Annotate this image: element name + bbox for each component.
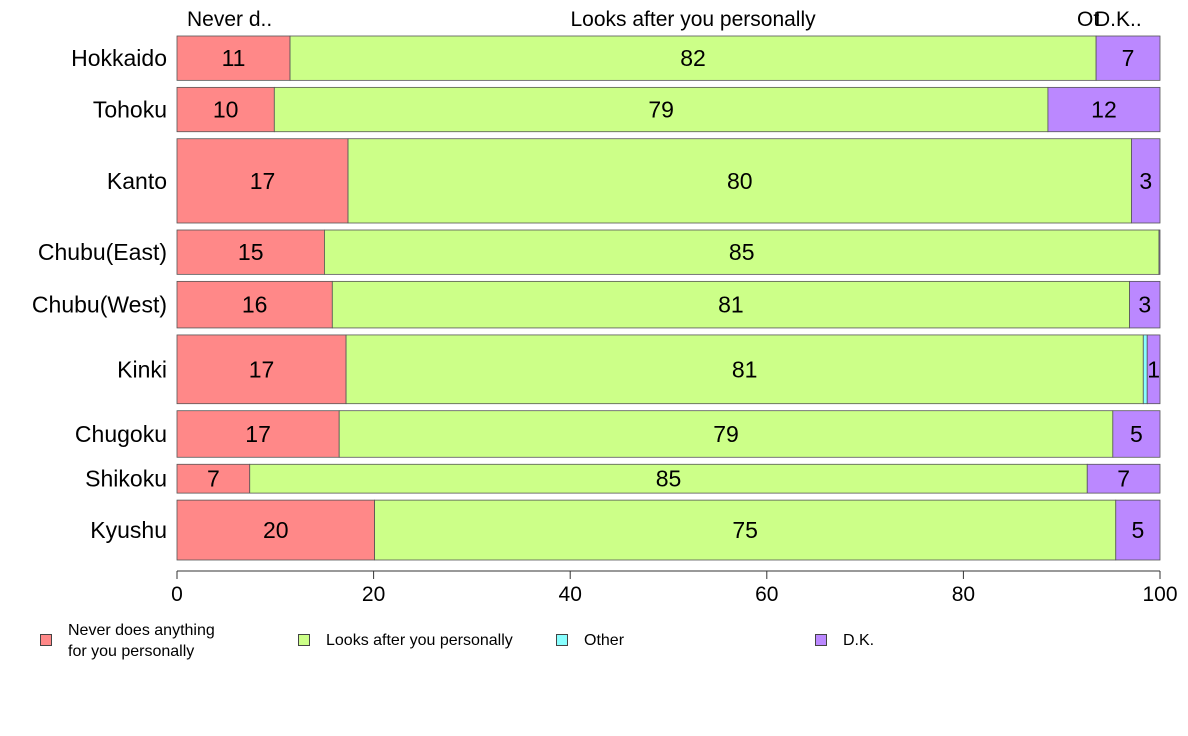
legend-swatch — [815, 634, 827, 646]
data-label: 3 — [1139, 168, 1152, 194]
bar-segment — [1158, 229, 1161, 275]
data-label: 7 — [1122, 45, 1135, 71]
data-label: 16 — [242, 292, 268, 318]
top-series-label: Looks after you personally — [571, 8, 817, 31]
x-tick-label: 40 — [559, 583, 582, 606]
data-label: 3 — [1138, 292, 1151, 318]
data-label: 12 — [1091, 97, 1117, 123]
bar-segment — [176, 499, 375, 561]
bar-segment — [1112, 410, 1161, 458]
legend-swatch — [40, 634, 52, 646]
category-label: Chugoku — [75, 421, 167, 447]
data-label: 82 — [680, 45, 706, 71]
legend-label: Never does anything for you personally — [68, 622, 215, 660]
data-label: 85 — [729, 239, 755, 265]
category-label: Kyushu — [90, 517, 167, 543]
bar-segment — [273, 86, 1049, 133]
bar-segment — [331, 280, 1130, 329]
data-label: 75 — [732, 517, 758, 543]
data-label: 10 — [213, 97, 239, 123]
legend-label: Other — [584, 632, 625, 649]
data-label: 7 — [1117, 466, 1130, 492]
legend-swatch — [298, 634, 310, 646]
data-label: 80 — [727, 168, 753, 194]
category-label: Hokkaido — [71, 45, 167, 71]
top-series-label: Never d.. — [187, 8, 272, 31]
top-series-label: Ot — [1077, 8, 1099, 31]
data-label: 20 — [263, 517, 289, 543]
data-label: 15 — [238, 239, 264, 265]
category-label: Kanto — [107, 168, 167, 194]
bar-segment — [289, 35, 1097, 81]
legend-item: Other — [556, 630, 624, 651]
legend-swatch — [556, 634, 568, 646]
legend: Never does anything for you personally Lo… — [0, 620, 1188, 680]
x-tick-label: 100 — [1142, 583, 1177, 606]
stacked-bar-chart: Never d.. Looks after you personally OtD.K… — [32, 8, 1178, 606]
data-label: 17 — [249, 356, 275, 382]
data-label: 85 — [656, 466, 682, 492]
bar-segment — [1086, 463, 1161, 494]
legend-item: Never does anything for you personally — [40, 620, 215, 662]
bar-segment — [176, 334, 347, 405]
bar-segment — [1115, 499, 1161, 561]
data-label: 17 — [245, 421, 271, 447]
bar-segment — [1146, 334, 1161, 405]
x-tick-label: 80 — [952, 583, 975, 606]
legend-item: D.K. — [815, 630, 874, 651]
category-label: Tohoku — [93, 97, 167, 123]
category-label: Chubu(West) — [32, 292, 167, 318]
bar-segment — [249, 463, 1088, 494]
bar-segment — [1047, 86, 1161, 133]
bar-segment — [1095, 35, 1161, 81]
x-tick-label: 20 — [362, 583, 385, 606]
data-label: 5 — [1130, 421, 1143, 447]
bar-segment — [176, 463, 251, 494]
data-label: 11 — [222, 45, 246, 71]
bar-segment — [176, 280, 333, 329]
x-tick-label: 0 — [171, 583, 183, 606]
data-label: 7 — [207, 466, 220, 492]
data-label: 1 — [1147, 356, 1160, 382]
bar-segment — [176, 410, 340, 458]
data-label: 81 — [718, 292, 744, 318]
bar-segment — [347, 138, 1132, 224]
legend-item: Looks after you personally — [298, 630, 513, 651]
bar-segment — [176, 229, 325, 275]
data-label: 79 — [713, 421, 739, 447]
category-label: Chubu(East) — [38, 239, 167, 265]
data-label: 17 — [250, 168, 276, 194]
bar-segment — [324, 229, 1160, 275]
legend-label: Looks after you personally — [326, 632, 513, 649]
category-label: Kinki — [117, 356, 167, 382]
category-label: Shikoku — [85, 466, 167, 492]
legend-label: D.K. — [843, 632, 875, 649]
bar-segment — [1131, 138, 1161, 224]
data-label: 81 — [732, 356, 758, 382]
x-tick-label: 60 — [755, 583, 778, 606]
bar-segment — [176, 138, 349, 224]
top-series-label: D.K.. — [1095, 8, 1142, 31]
data-label: 5 — [1131, 517, 1144, 543]
bar-segment — [1129, 280, 1161, 329]
data-label: 79 — [648, 97, 674, 123]
